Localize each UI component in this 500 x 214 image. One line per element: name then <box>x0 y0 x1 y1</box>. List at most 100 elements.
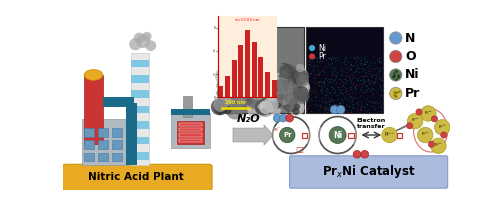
Point <box>339 83 347 87</box>
Point <box>312 56 320 59</box>
Point <box>346 104 354 107</box>
Point <box>322 93 330 97</box>
Point <box>302 97 310 100</box>
Bar <box>398 134 402 138</box>
Text: Pr⁴⁺: Pr⁴⁺ <box>422 132 429 136</box>
Bar <box>126 103 137 165</box>
Point <box>322 110 330 113</box>
Circle shape <box>263 67 276 80</box>
Point <box>344 89 352 93</box>
Text: Ni: Ni <box>405 68 419 82</box>
Circle shape <box>261 81 272 92</box>
Point <box>332 81 340 84</box>
Point <box>364 79 372 82</box>
Bar <box>258 57 264 97</box>
Point <box>328 55 336 59</box>
Circle shape <box>266 81 278 93</box>
Point <box>350 55 358 59</box>
Point <box>314 71 322 74</box>
Point <box>362 108 370 111</box>
Point <box>305 103 313 107</box>
Circle shape <box>246 105 252 111</box>
Point <box>373 65 381 69</box>
Point <box>367 100 375 104</box>
Circle shape <box>211 99 228 115</box>
Point <box>341 80 349 83</box>
Text: Nitric Acid Plant: Nitric Acid Plant <box>88 172 184 182</box>
Point <box>312 64 320 68</box>
Circle shape <box>240 90 252 101</box>
Circle shape <box>241 65 250 74</box>
Point <box>342 90 349 94</box>
Point <box>352 69 360 73</box>
Circle shape <box>254 83 261 90</box>
Point <box>312 56 320 59</box>
Point <box>372 74 380 77</box>
Point <box>309 64 317 68</box>
Circle shape <box>282 81 290 89</box>
Point <box>336 67 344 71</box>
Point <box>344 97 351 100</box>
Point <box>366 61 374 64</box>
Point <box>320 79 328 83</box>
Circle shape <box>288 92 294 99</box>
Text: d=13.63 nm: d=13.63 nm <box>235 18 260 22</box>
Point <box>342 73 350 77</box>
Point <box>326 64 334 67</box>
FancyBboxPatch shape <box>62 164 212 190</box>
Circle shape <box>256 74 260 79</box>
Text: Pr: Pr <box>318 52 326 61</box>
Point <box>369 72 377 76</box>
Circle shape <box>284 92 297 105</box>
Point <box>348 99 356 103</box>
Circle shape <box>286 86 296 96</box>
Text: N: N <box>405 31 415 45</box>
Point <box>368 74 376 78</box>
Bar <box>130 90 150 98</box>
Point <box>364 102 372 105</box>
Point <box>335 58 343 61</box>
Point <box>362 61 370 64</box>
Point <box>342 90 350 93</box>
Point <box>364 109 372 112</box>
Circle shape <box>272 64 289 81</box>
Point <box>326 98 334 102</box>
Point <box>336 77 344 81</box>
Point <box>320 106 328 109</box>
Circle shape <box>292 87 302 97</box>
Circle shape <box>236 63 252 79</box>
Circle shape <box>226 92 231 98</box>
Point <box>346 74 354 77</box>
Bar <box>348 133 354 138</box>
Point <box>308 100 316 103</box>
Point <box>366 72 374 75</box>
Point <box>378 79 386 82</box>
Point <box>336 91 344 94</box>
Bar <box>179 134 202 137</box>
Point <box>351 75 359 79</box>
Point <box>332 74 340 77</box>
Point <box>318 79 326 82</box>
Circle shape <box>221 98 239 115</box>
Text: Pr³⁺: Pr³⁺ <box>434 143 442 147</box>
Point <box>312 55 320 58</box>
Point <box>346 68 354 71</box>
Point <box>366 86 374 90</box>
Point <box>361 62 369 66</box>
Point <box>358 70 366 73</box>
Point <box>319 88 327 91</box>
Circle shape <box>226 71 232 78</box>
Point <box>307 92 315 95</box>
Point <box>352 67 360 70</box>
Bar <box>130 121 150 129</box>
Point <box>366 59 374 63</box>
Circle shape <box>248 68 263 82</box>
Bar <box>130 54 150 165</box>
Point <box>320 85 328 88</box>
Point <box>321 70 329 74</box>
Point <box>334 93 342 97</box>
Circle shape <box>278 63 290 74</box>
Bar <box>98 128 108 137</box>
Point <box>304 88 312 91</box>
Point <box>314 59 322 63</box>
